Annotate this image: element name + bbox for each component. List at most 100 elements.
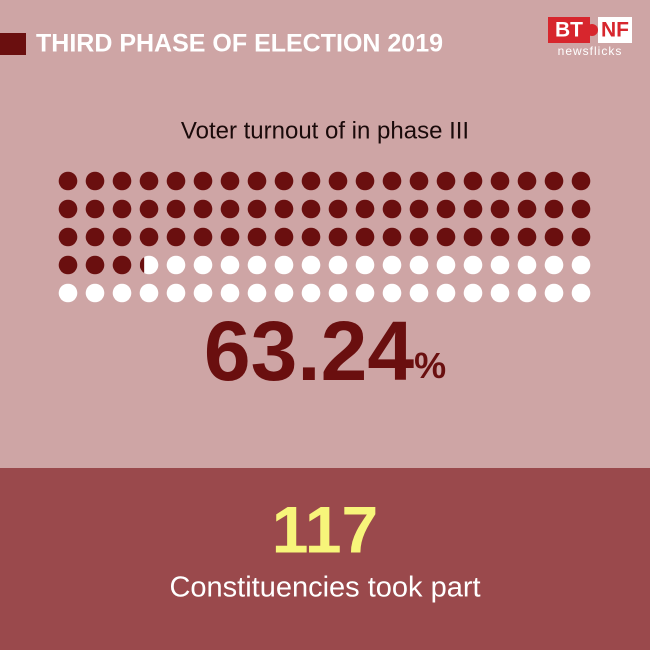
filled-dot bbox=[301, 199, 321, 219]
filled-dot bbox=[112, 171, 132, 191]
chart-title: Voter turnout of in phase III bbox=[181, 117, 469, 144]
filled-dot bbox=[166, 171, 186, 191]
filled-dot bbox=[193, 227, 213, 247]
empty-dot bbox=[166, 283, 186, 303]
empty-dot bbox=[436, 283, 456, 303]
filled-dot bbox=[58, 199, 78, 219]
filled-dot bbox=[355, 171, 375, 191]
filled-dot bbox=[517, 171, 537, 191]
filled-dot bbox=[220, 171, 240, 191]
empty-dot bbox=[355, 255, 375, 275]
empty-dot bbox=[490, 283, 510, 303]
filled-dot bbox=[220, 227, 240, 247]
empty-dot bbox=[301, 255, 321, 275]
empty-dot bbox=[58, 283, 78, 303]
filled-dot bbox=[112, 255, 132, 275]
logo: BT NF newsflicks bbox=[548, 17, 632, 58]
filled-dot bbox=[58, 171, 78, 191]
filled-dot bbox=[166, 227, 186, 247]
filled-dot bbox=[166, 199, 186, 219]
filled-dot bbox=[328, 199, 348, 219]
filled-dot bbox=[85, 255, 105, 275]
filled-dot bbox=[85, 171, 105, 191]
empty-dot bbox=[544, 283, 564, 303]
filled-dot bbox=[517, 227, 537, 247]
empty-dot bbox=[328, 283, 348, 303]
filled-dot bbox=[274, 199, 294, 219]
filled-dot bbox=[139, 199, 159, 219]
empty-dot bbox=[193, 255, 213, 275]
filled-dot bbox=[274, 227, 294, 247]
filled-dot bbox=[355, 227, 375, 247]
filled-dot bbox=[436, 227, 456, 247]
empty-dot bbox=[544, 255, 564, 275]
filled-dot bbox=[193, 171, 213, 191]
empty-dot bbox=[220, 283, 240, 303]
filled-dot bbox=[247, 199, 267, 219]
filled-dot bbox=[463, 199, 483, 219]
filled-dot bbox=[328, 227, 348, 247]
filled-dot bbox=[490, 199, 510, 219]
logo-left: BT bbox=[555, 19, 583, 42]
filled-dot bbox=[301, 227, 321, 247]
empty-dot bbox=[409, 283, 429, 303]
empty-dot bbox=[112, 283, 132, 303]
empty-dot bbox=[409, 255, 429, 275]
logo-right: NF bbox=[601, 19, 629, 42]
filled-dot bbox=[355, 199, 375, 219]
empty-dot bbox=[517, 255, 537, 275]
filled-dot bbox=[247, 227, 267, 247]
logo-right-bg bbox=[598, 17, 632, 43]
top-panel bbox=[0, 0, 650, 468]
title-marker bbox=[0, 33, 26, 55]
empty-dot bbox=[139, 283, 159, 303]
filled-dot bbox=[463, 227, 483, 247]
empty-dot bbox=[247, 255, 267, 275]
filled-dot bbox=[301, 171, 321, 191]
empty-dot bbox=[274, 283, 294, 303]
empty-dot bbox=[571, 255, 591, 275]
filled-dot bbox=[544, 171, 564, 191]
empty-dot bbox=[328, 255, 348, 275]
empty-dot bbox=[436, 255, 456, 275]
bottom-panel bbox=[0, 468, 650, 650]
logo-sub: newsflicks bbox=[558, 44, 623, 58]
logo-icon bbox=[586, 24, 598, 36]
filled-dot bbox=[544, 199, 564, 219]
filled-dot bbox=[571, 199, 591, 219]
empty-dot bbox=[139, 255, 159, 275]
filled-dot bbox=[409, 171, 429, 191]
filled-dot bbox=[517, 199, 537, 219]
filled-dot bbox=[382, 227, 402, 247]
footer-value: 117 bbox=[272, 492, 378, 566]
filled-dot bbox=[58, 255, 78, 275]
empty-dot bbox=[301, 283, 321, 303]
filled-dot bbox=[85, 199, 105, 219]
filled-dot bbox=[220, 199, 240, 219]
empty-dot bbox=[220, 255, 240, 275]
filled-dot bbox=[58, 227, 78, 247]
filled-dot bbox=[490, 227, 510, 247]
empty-dot bbox=[517, 283, 537, 303]
filled-dot bbox=[112, 227, 132, 247]
filled-dot bbox=[571, 227, 591, 247]
filled-dot bbox=[274, 171, 294, 191]
filled-dot bbox=[571, 171, 591, 191]
header-title: THIRD PHASE OF ELECTION 2019 bbox=[36, 30, 443, 58]
filled-dot bbox=[409, 227, 429, 247]
empty-dot bbox=[463, 255, 483, 275]
empty-dot bbox=[193, 283, 213, 303]
filled-dot bbox=[436, 199, 456, 219]
logo-left-bg bbox=[548, 17, 590, 43]
filled-dot bbox=[139, 227, 159, 247]
filled-dot bbox=[544, 227, 564, 247]
empty-dot bbox=[85, 283, 105, 303]
filled-dot bbox=[490, 171, 510, 191]
footer-label: Constituencies took part bbox=[169, 572, 480, 604]
filled-dot bbox=[463, 171, 483, 191]
empty-dot bbox=[571, 283, 591, 303]
empty-dot bbox=[166, 255, 186, 275]
value-number: 63.24 bbox=[204, 304, 414, 398]
filled-dot bbox=[247, 171, 267, 191]
